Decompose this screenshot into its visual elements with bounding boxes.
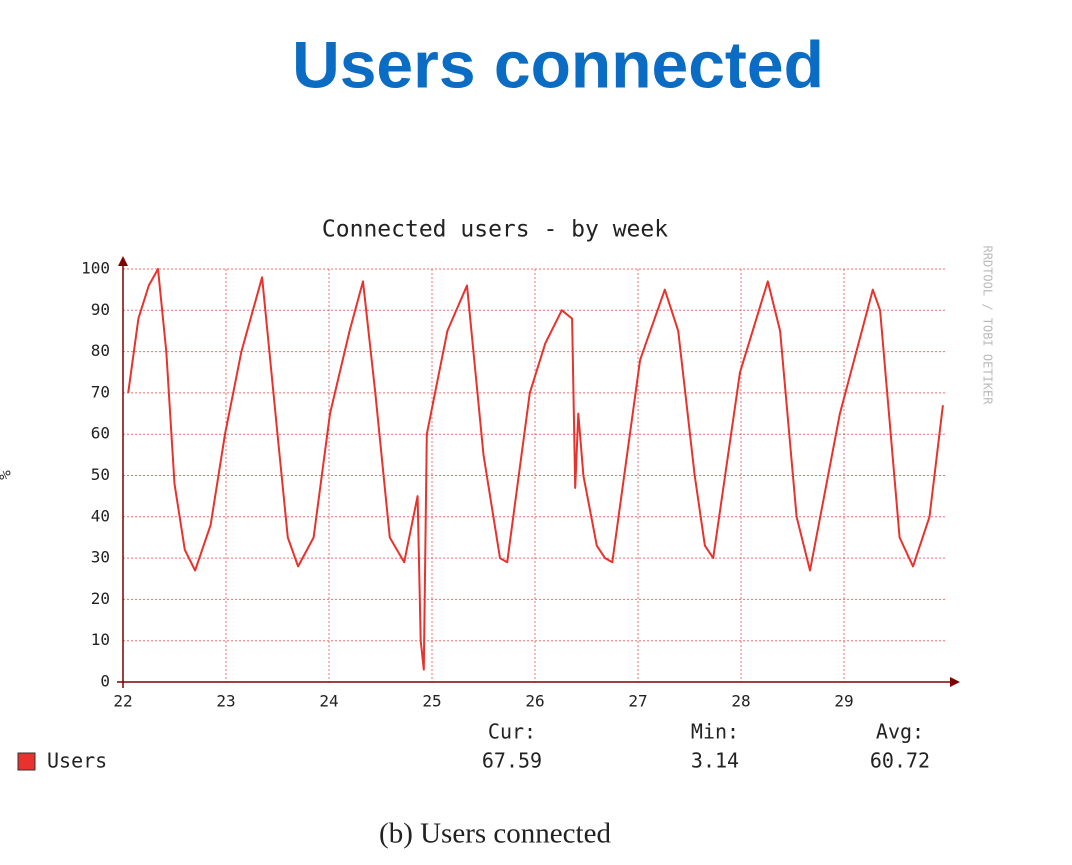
plot xyxy=(127,268,944,671)
y-tick-label: 0 xyxy=(100,672,110,691)
grid xyxy=(122,268,947,683)
stat-value: 60.72 xyxy=(870,749,930,773)
y-tick-label: 10 xyxy=(91,630,110,649)
x-tick-label: 28 xyxy=(731,692,750,711)
y-tick-label: 20 xyxy=(91,589,110,608)
y-axis-arrow xyxy=(118,256,128,266)
x-tick-label: 25 xyxy=(422,692,441,711)
y-tick-label: 90 xyxy=(91,300,110,319)
x-axis-arrow xyxy=(950,677,960,687)
legend-swatch xyxy=(17,752,36,771)
data-line xyxy=(127,268,944,671)
chart-title: Connected users - by week xyxy=(322,217,668,243)
x-tick-label: 24 xyxy=(319,692,338,711)
x-tick-label: 22 xyxy=(113,692,132,711)
x-tick-label: 26 xyxy=(525,692,544,711)
stats: Cur: 67.59 Min: 3.14 Avg: 60.72 xyxy=(482,720,930,773)
slide-title: Users connected xyxy=(292,27,824,101)
x-tick-label: 29 xyxy=(834,692,853,711)
y-tick-label: 30 xyxy=(91,548,110,567)
x-tick-label: 27 xyxy=(628,692,647,711)
y-tick-label: 100 xyxy=(81,259,110,278)
stat-value: 3.14 xyxy=(691,749,739,773)
y-tick-label: 50 xyxy=(91,465,110,484)
x-tick-label: 23 xyxy=(216,692,235,711)
y-tick-label: 40 xyxy=(91,506,110,525)
y-tick-label: 80 xyxy=(91,341,110,360)
caption: (b) Users connected xyxy=(379,818,611,850)
y-axis-label: % xyxy=(0,470,15,480)
stat-label: Cur: xyxy=(488,720,536,744)
y-tick-label: 70 xyxy=(91,382,110,401)
stat-label: Avg: xyxy=(876,720,924,744)
legend-label: Users xyxy=(47,749,107,773)
watermark: RRDTOOL / TOBI OETIKER xyxy=(981,246,995,406)
stat-value: 67.59 xyxy=(482,749,542,773)
stat-label: Min: xyxy=(691,720,739,744)
y-tick-label: 60 xyxy=(91,424,110,443)
